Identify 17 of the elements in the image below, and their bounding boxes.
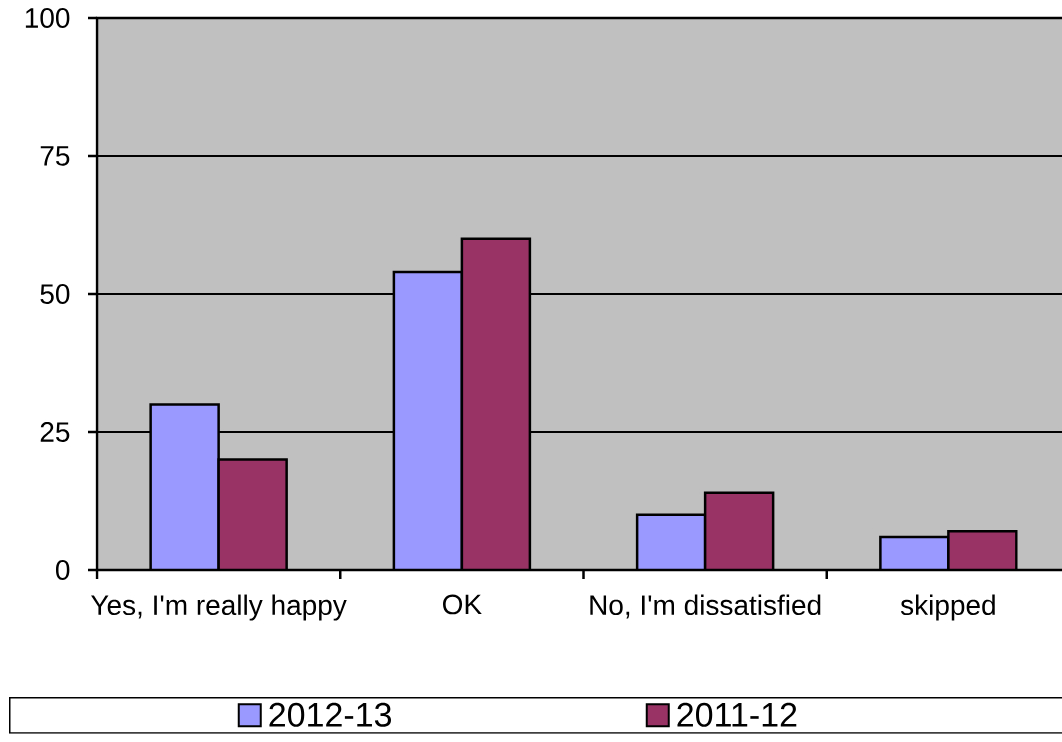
y-tick-label: 75: [40, 146, 70, 166]
x-tick-label: No, I'm dissatisfied: [590, 594, 821, 619]
y-tick-label: 100: [25, 8, 70, 28]
x-tick-label: OK: [442, 594, 482, 615]
bar: [703, 491, 775, 570]
bar: [460, 237, 532, 570]
bar: [635, 513, 707, 570]
y-tick-label: 0: [56, 560, 70, 580]
x-tick-label: Yes, I'm really happy: [91, 594, 347, 621]
y-tick-label: 25: [40, 422, 70, 442]
x-tick-label: skipped: [900, 594, 995, 621]
bar: [149, 403, 220, 570]
bar: [217, 458, 288, 570]
y-tick-label: 50: [40, 284, 70, 304]
legend-label: 2012-13: [269, 702, 392, 727]
legend-label: 2011-12: [677, 702, 797, 727]
bar: [392, 270, 464, 570]
